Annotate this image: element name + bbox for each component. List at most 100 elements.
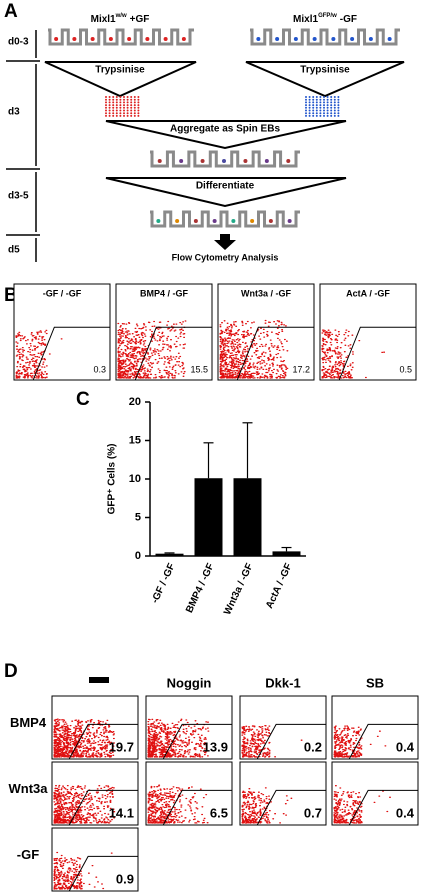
- cell: [323, 104, 325, 107]
- facs-events: [53, 784, 116, 824]
- cell: [130, 106, 133, 109]
- funnel: [105, 177, 347, 208]
- cell: [308, 114, 311, 117]
- cell: [193, 219, 198, 223]
- cell: [312, 106, 315, 109]
- cell: [337, 104, 340, 107]
- cell: [133, 114, 136, 117]
- x-tick-label: -GF / -GF: [150, 562, 178, 605]
- label: 0.4: [396, 805, 415, 820]
- cell: [108, 109, 111, 112]
- line-title: Mixl1w/w +GF: [91, 13, 150, 25]
- cell: [319, 104, 322, 107]
- label: 6.5: [210, 805, 228, 820]
- cell: [108, 98, 111, 101]
- cell: [330, 96, 333, 98]
- cell: [133, 109, 136, 112]
- label: Trypsinise: [95, 65, 145, 76]
- cell: [308, 101, 311, 104]
- bar: [194, 478, 223, 556]
- cell: [145, 37, 150, 41]
- cell: [333, 104, 336, 107]
- cell: [119, 96, 122, 98]
- line-title-part: w/w: [115, 13, 127, 19]
- cell: [330, 106, 333, 109]
- line-title-part: GFP/w: [318, 13, 337, 19]
- label: 19.7: [109, 739, 134, 754]
- cell: [123, 112, 125, 115]
- cell: [105, 101, 107, 104]
- line-title-part: +GF: [130, 14, 150, 25]
- plate: [150, 150, 300, 168]
- cell: [305, 101, 307, 104]
- cell: [133, 101, 136, 104]
- cell: [119, 114, 122, 117]
- facs-events: [241, 724, 303, 758]
- cell: [115, 114, 118, 117]
- cell: [330, 112, 333, 115]
- cell: [305, 114, 307, 117]
- cell: [175, 219, 180, 223]
- cell: [126, 109, 129, 112]
- cell: [305, 106, 307, 109]
- label: 0.2: [304, 739, 322, 754]
- cell: [308, 112, 311, 115]
- facs-gate: [256, 789, 326, 826]
- cell: [137, 101, 140, 104]
- facs-events: [321, 329, 386, 379]
- cell: [212, 219, 217, 223]
- cell: [315, 114, 318, 117]
- cell: [312, 96, 315, 98]
- cell: [326, 109, 329, 112]
- facs-box: [239, 761, 327, 826]
- funnel: [44, 61, 197, 98]
- cell: [319, 101, 322, 104]
- facs-gate: [134, 326, 212, 381]
- cell: [133, 106, 136, 109]
- cell: [333, 112, 336, 115]
- facs-gate: [256, 723, 326, 760]
- cell: [326, 96, 329, 98]
- panel-label: D: [4, 661, 18, 682]
- label: 13.9: [203, 739, 228, 754]
- label: Wnt3a: [9, 781, 49, 796]
- label: d3: [8, 107, 20, 118]
- cell: [157, 159, 162, 163]
- cell: [123, 106, 125, 109]
- cell: [330, 104, 333, 107]
- cell: [287, 219, 292, 223]
- cell: [179, 159, 184, 163]
- cell: [126, 106, 129, 109]
- cell: [181, 37, 186, 41]
- cell: [308, 109, 311, 112]
- arrow: [214, 234, 236, 250]
- cell: [137, 104, 140, 107]
- cell: [137, 109, 140, 112]
- cell: [115, 101, 118, 104]
- cell: [115, 98, 118, 101]
- cell: [123, 104, 125, 107]
- cell: [105, 104, 107, 107]
- cell: [133, 96, 136, 98]
- cell: [323, 112, 325, 115]
- cell: [337, 96, 340, 98]
- cell: [323, 114, 325, 117]
- cell: [112, 112, 115, 115]
- facs-gate: [348, 789, 418, 826]
- y-tick-label: 20: [129, 396, 141, 408]
- label: d5: [8, 245, 20, 256]
- cell: [308, 98, 311, 101]
- cell: [156, 219, 161, 223]
- cell: [305, 104, 307, 107]
- cell: [312, 98, 315, 101]
- cell: [119, 109, 122, 112]
- cell: [250, 219, 255, 223]
- cell: [319, 98, 322, 101]
- label: 0.7: [304, 805, 322, 820]
- facs-gate: [32, 326, 110, 381]
- cell: [337, 106, 340, 109]
- cell: [137, 106, 140, 109]
- facs-box: [239, 695, 327, 760]
- bar: [233, 478, 262, 556]
- cell: [126, 101, 129, 104]
